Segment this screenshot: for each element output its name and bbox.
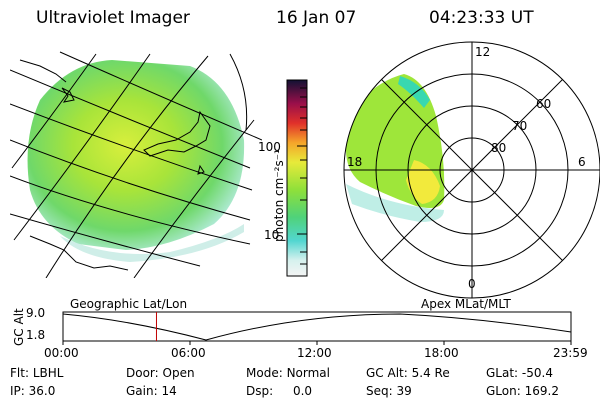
timeline-axis-label: GC Alt <box>12 308 26 346</box>
colorbar <box>287 80 307 276</box>
mlt-label-6: 6 <box>578 155 586 169</box>
info-mode: Mode: Normal <box>246 366 330 380</box>
timeline-xtick: 18:00 <box>424 346 459 360</box>
geographic-map <box>10 51 262 278</box>
lat-label-60: 60 <box>536 97 552 111</box>
lat-label-80: 80 <box>491 141 507 155</box>
title: Ultraviolet Imager <box>36 8 190 28</box>
mlt-label-18: 18 <box>347 155 363 169</box>
info-dsp: Dsp: 0.0 <box>246 384 313 398</box>
timeline-ytick-high: 9.0 <box>26 306 46 320</box>
info-glon: GLon: 169.2 <box>486 384 559 398</box>
timeline-xtick: 06:00 <box>171 346 206 360</box>
info-ip: IP: 36.0 <box>10 384 56 398</box>
timeline-right-title: Apex MLat/MLT <box>421 297 511 311</box>
timeline-xtick: 12:00 <box>297 346 332 360</box>
time: 04:23:33 UT <box>429 8 534 28</box>
date: 16 Jan 07 <box>276 8 357 28</box>
timeline-xtick: 00:00 <box>44 346 79 360</box>
mlt-label-12: 12 <box>475 45 491 59</box>
info-door: Door: Open <box>126 366 195 380</box>
lat-label-70: 70 <box>512 119 528 133</box>
colorbar-unit-label: photon cm⁻²s⁻¹ <box>272 149 286 242</box>
info-gain: Gain: 14 <box>126 384 177 398</box>
altitude-timeline <box>62 311 572 345</box>
info-seq: Seq: 39 <box>366 384 412 398</box>
colorbar-tick-10: 10 <box>264 228 280 242</box>
timeline-xtick: 23:59 <box>553 346 588 360</box>
colorbar-tick-100: 100 <box>258 140 281 154</box>
timeline-left-title: Geographic Lat/Lon <box>70 297 188 311</box>
mlt-label-0: 0 <box>468 277 476 291</box>
timeline-ytick-low: 1.8 <box>26 328 46 342</box>
info-gc-alt: GC Alt: 5.4 Re <box>366 366 450 380</box>
polar-plot <box>343 41 600 299</box>
info-glat: GLat: -50.4 <box>486 366 553 380</box>
info-flt: Flt: LBHL <box>10 366 64 380</box>
